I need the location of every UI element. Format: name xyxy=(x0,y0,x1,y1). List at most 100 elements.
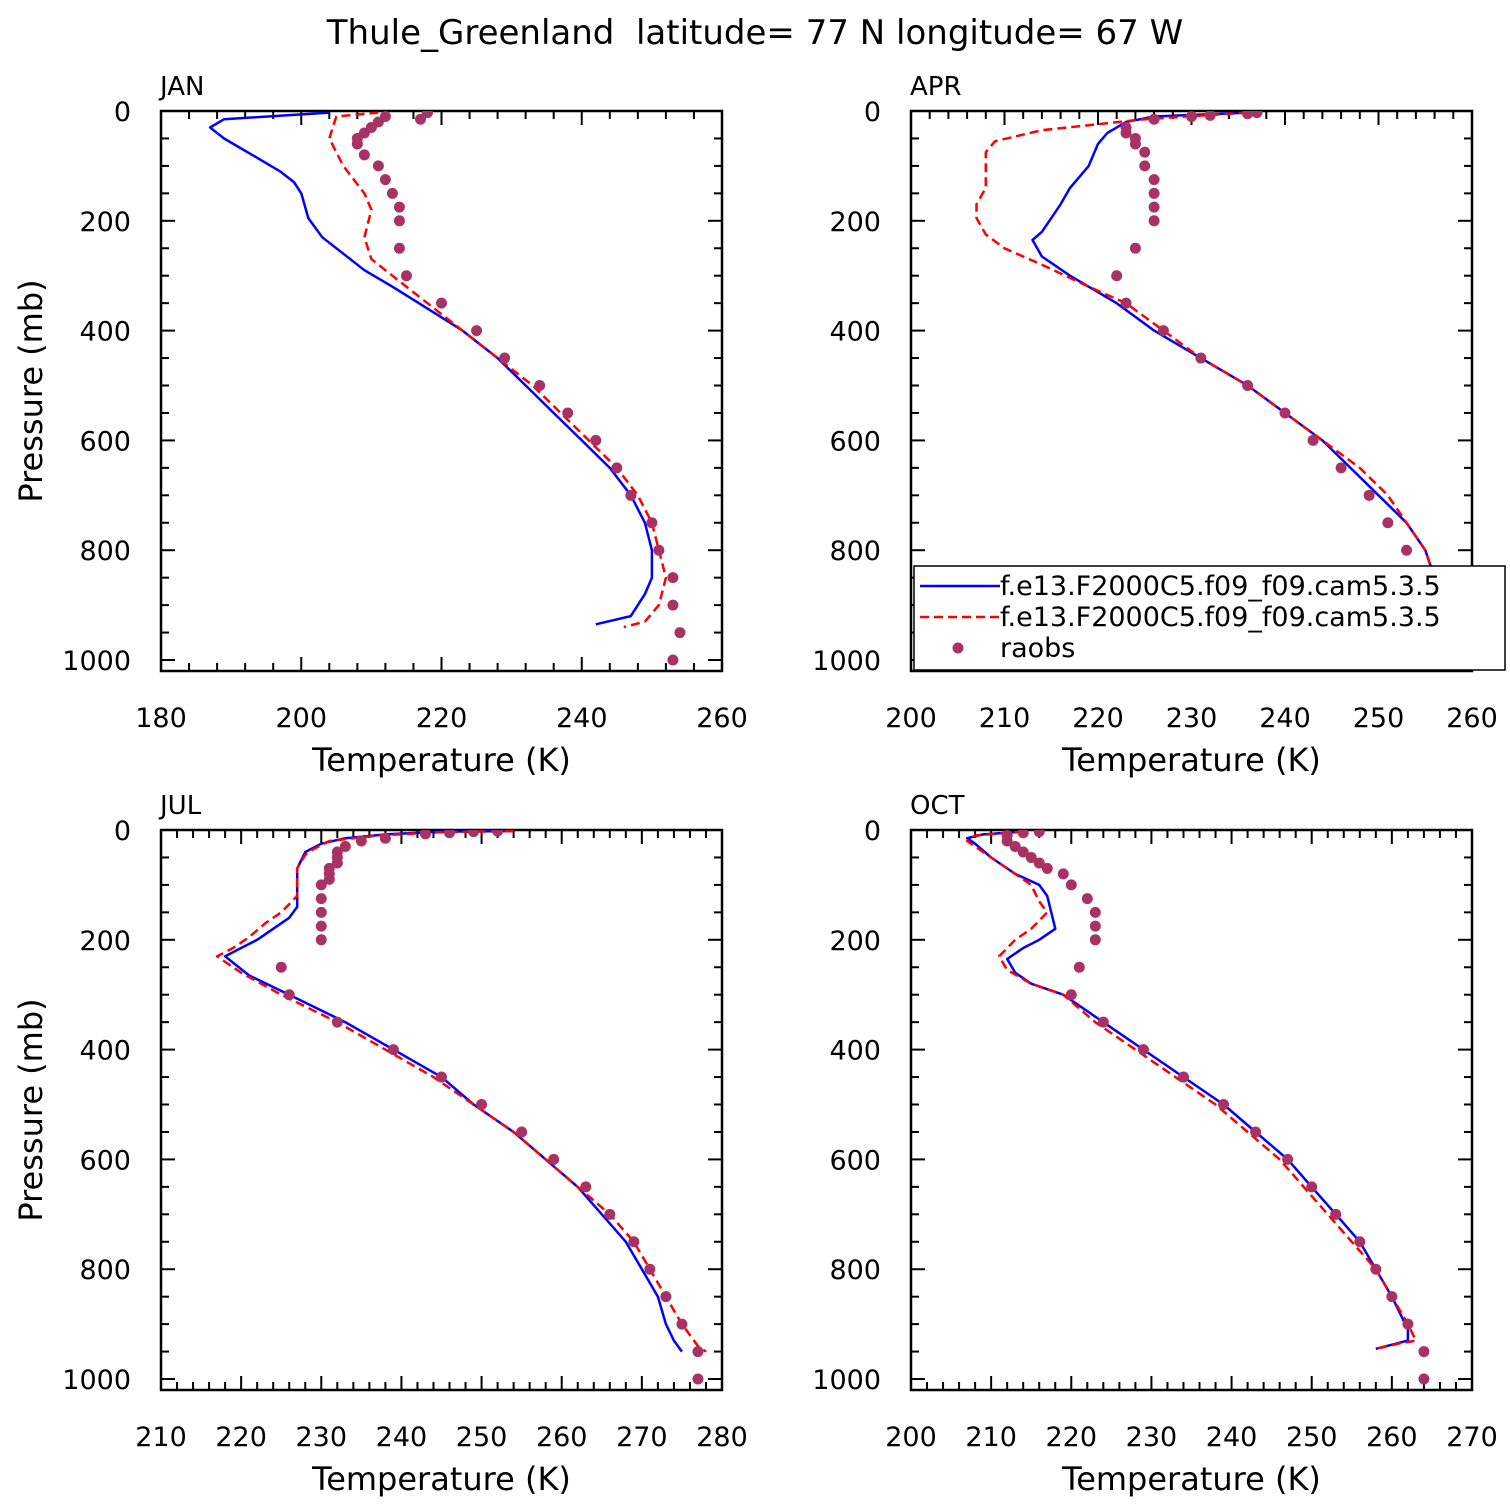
x-tick-label: 240 xyxy=(376,1422,428,1453)
x-tick-label: 240 xyxy=(556,703,608,734)
raobs-point xyxy=(1218,1099,1230,1111)
x-tick-label: 200 xyxy=(885,1422,937,1453)
legend-marker xyxy=(952,642,964,654)
raobs-point xyxy=(1401,544,1413,556)
raobs-point xyxy=(1148,215,1160,227)
legend: f.e13.F2000C5.f09_f09.cam5.3.5f.e13.F200… xyxy=(913,565,1506,671)
raobs-point xyxy=(534,380,546,392)
panel-label: APR xyxy=(910,72,962,102)
raobs-point xyxy=(1137,1044,1149,1056)
x-tick-label: 270 xyxy=(616,1422,668,1453)
plot-frame xyxy=(909,828,1474,1392)
raobs-point xyxy=(1195,352,1207,364)
legend-label: f.e13.F2000C5.f09_f09.cam5.3.5 xyxy=(1000,571,1441,602)
raobs-point xyxy=(419,830,431,840)
raobs-point xyxy=(1089,920,1101,932)
plot-frame xyxy=(159,109,724,673)
raobs-point xyxy=(1017,846,1029,858)
raobs-point xyxy=(611,462,623,474)
model-dashed-line xyxy=(215,830,707,1353)
x-tick-label: 210 xyxy=(135,1422,187,1453)
x-tick-label: 260 xyxy=(1366,1422,1418,1453)
raobs-point xyxy=(667,572,679,584)
raobs-point xyxy=(393,201,405,213)
model-solid-line xyxy=(1031,111,1436,626)
raobs-point xyxy=(1065,879,1077,891)
raobs-point xyxy=(387,1044,399,1056)
raobs-point xyxy=(393,242,405,254)
raobs-point xyxy=(393,215,405,227)
raobs-point xyxy=(1242,111,1254,120)
raobs-point xyxy=(562,407,574,419)
raobs-point xyxy=(1033,857,1045,869)
raobs-point xyxy=(1041,862,1053,874)
raobs-point xyxy=(1057,868,1069,880)
model-solid-line xyxy=(965,830,1410,1351)
raobs-point xyxy=(471,325,483,337)
x-tick-label: 260 xyxy=(696,703,748,734)
model-solid-line xyxy=(208,111,654,626)
raobs-point xyxy=(1033,830,1045,838)
raobs-point xyxy=(1148,113,1160,125)
raobs-point xyxy=(1370,1263,1382,1275)
raobs-point xyxy=(400,270,412,282)
x-tick-label: 250 xyxy=(1286,1422,1338,1453)
raobs-point xyxy=(1354,1236,1366,1248)
legend-box xyxy=(913,565,1506,671)
y-tick-label: 0 xyxy=(864,816,881,847)
legend-label: raobs xyxy=(1000,633,1075,664)
raobs-point xyxy=(646,517,658,529)
raobs-point xyxy=(355,835,367,847)
raobs-point xyxy=(628,1236,640,1248)
x-tick-label: 260 xyxy=(1446,703,1498,734)
raobs-point xyxy=(674,627,686,639)
raobs-point xyxy=(386,187,398,199)
x-tick-label: 200 xyxy=(885,703,937,734)
raobs-point xyxy=(604,1208,616,1220)
x-tick-label: 270 xyxy=(1446,1422,1498,1453)
x-tick-label: 240 xyxy=(1206,1422,1258,1453)
x-tick-label: 260 xyxy=(536,1422,588,1453)
raobs-point xyxy=(1129,242,1141,254)
raobs-point xyxy=(1148,187,1160,199)
y-tick-label: 400 xyxy=(79,317,131,348)
y-axis-label: Pressure (mb) xyxy=(12,998,50,1221)
y-tick-label: 200 xyxy=(79,207,131,238)
figure-title: Thule_Greenland latitude= 77 N longitude… xyxy=(326,13,1183,53)
raobs-point xyxy=(667,599,679,611)
y-tick-label: 400 xyxy=(829,317,881,348)
raobs-point xyxy=(315,934,327,946)
raobs-point xyxy=(1204,111,1216,121)
x-tick-label: 230 xyxy=(1166,703,1218,734)
y-tick-label: 800 xyxy=(829,1255,881,1286)
raobs-point xyxy=(1081,893,1093,905)
y-tick-label: 0 xyxy=(864,97,881,128)
raobs-point xyxy=(331,857,343,869)
raobs-point xyxy=(1111,270,1123,282)
panels: JAN 180 200 220 240 260 0 200 400 600 800 1000 Tempe… xyxy=(12,72,1506,1498)
y-tick-label: 400 xyxy=(79,1036,131,1067)
y-tick-label: 800 xyxy=(829,536,881,567)
y-tick-label: 1000 xyxy=(62,646,131,677)
x-tick-label: 280 xyxy=(696,1422,748,1453)
raobs-point xyxy=(275,961,287,973)
model-dashed-line xyxy=(965,830,1418,1351)
x-axis-label: Temperature (K) xyxy=(1061,741,1321,779)
panel-jan: JAN 180 200 220 240 260 0 200 400 600 800 1000 Tempe… xyxy=(12,72,748,779)
panel-oct: OCT 200 210 220 230 240 250 260 270 0 200 400 600 800… xyxy=(812,791,1497,1498)
y-tick-label: 600 xyxy=(79,426,131,457)
y-tick-label: 0 xyxy=(114,97,131,128)
raobs-point xyxy=(414,113,426,125)
series-group xyxy=(215,830,707,1385)
raobs-point xyxy=(499,352,511,364)
x-axis-label: Temperature (K) xyxy=(311,1460,571,1498)
series-group xyxy=(965,830,1430,1385)
model-solid-line xyxy=(223,830,683,1353)
raobs-point xyxy=(1139,160,1151,172)
raobs-point xyxy=(660,1291,672,1303)
x-tick-label: 180 xyxy=(135,703,187,734)
raobs-point xyxy=(1330,1208,1342,1220)
raobs-point xyxy=(653,544,665,556)
raobs-point xyxy=(590,434,602,446)
y-tick-label: 0 xyxy=(114,816,131,847)
